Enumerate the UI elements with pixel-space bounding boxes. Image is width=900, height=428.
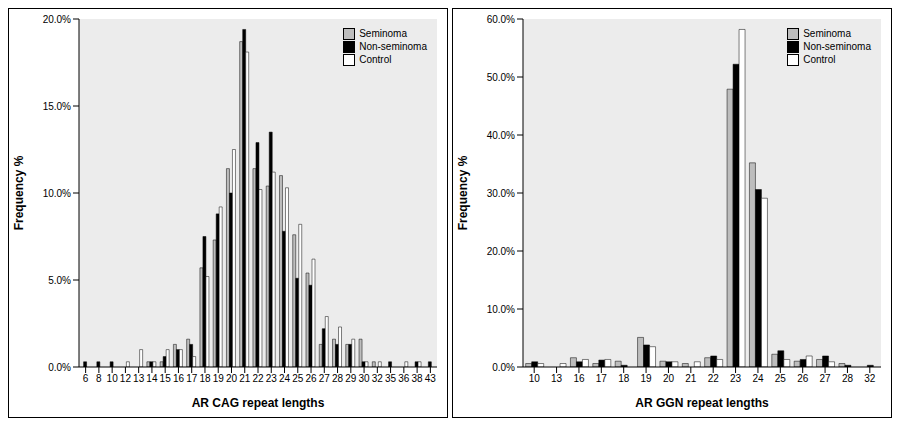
svg-text:10.0%: 10.0%	[43, 188, 71, 199]
svg-text:0.0%: 0.0%	[492, 362, 515, 373]
html-text:Seminoma: Seminoma	[803, 28, 851, 39]
svg-text:14: 14	[146, 373, 158, 384]
svg-text:22: 22	[252, 373, 264, 384]
svg-text:18: 18	[618, 373, 630, 384]
svg-text:16: 16	[573, 373, 585, 384]
svg-text:43: 43	[425, 373, 437, 384]
svg-text:24: 24	[279, 373, 291, 384]
svg-text:30: 30	[359, 373, 371, 384]
svg-text:19: 19	[213, 373, 225, 384]
svg-text:28: 28	[332, 373, 344, 384]
svg-text:21: 21	[239, 373, 251, 384]
svg-text:12: 12	[120, 373, 132, 384]
svg-text:Frequency %: Frequency %	[12, 155, 26, 230]
svg-text:10.0%: 10.0%	[487, 304, 515, 315]
svg-text:19: 19	[641, 373, 653, 384]
svg-text:13: 13	[133, 373, 145, 384]
html-text:Non-seminoma: Non-seminoma	[803, 41, 871, 52]
svg-text:10: 10	[529, 373, 541, 384]
svg-text:30.0%: 30.0%	[487, 188, 515, 199]
html-text:Control: Control	[803, 54, 836, 65]
svg-text:10: 10	[107, 373, 119, 384]
html-text:Seminoma: Seminoma	[359, 28, 407, 39]
svg-text:AR CAG repeat lengths: AR CAG repeat lengths	[192, 396, 325, 410]
svg-text:38: 38	[412, 373, 424, 384]
svg-text:6: 6	[83, 373, 89, 384]
svg-text:24: 24	[752, 373, 764, 384]
svg-text:27: 27	[820, 373, 832, 384]
svg-text:5.0%: 5.0%	[48, 275, 71, 286]
svg-text:13: 13	[551, 373, 563, 384]
svg-text:28: 28	[842, 373, 854, 384]
html-text:Non-seminoma: Non-seminoma	[359, 41, 427, 52]
html-text:Control: Control	[359, 54, 392, 65]
svg-text:16: 16	[173, 373, 185, 384]
svg-text:8: 8	[96, 373, 102, 384]
svg-text:17: 17	[186, 373, 198, 384]
svg-text:26: 26	[797, 373, 809, 384]
svg-text:20.0%: 20.0%	[487, 246, 515, 257]
svg-text:32: 32	[372, 373, 384, 384]
svg-text:Frequency %: Frequency %	[456, 155, 470, 230]
svg-text:60.0%: 60.0%	[487, 14, 515, 25]
svg-text:27: 27	[319, 373, 331, 384]
svg-text:22: 22	[708, 373, 720, 384]
svg-text:20: 20	[663, 373, 675, 384]
svg-text:25: 25	[775, 373, 787, 384]
svg-text:15: 15	[160, 373, 172, 384]
svg-text:0.0%: 0.0%	[48, 362, 71, 373]
svg-text:23: 23	[730, 373, 742, 384]
svg-text:AR GGN repeat lengths: AR GGN repeat lengths	[635, 396, 769, 410]
svg-text:15.0%: 15.0%	[43, 101, 71, 112]
svg-text:23: 23	[266, 373, 278, 384]
svg-text:50.0%: 50.0%	[487, 72, 515, 83]
svg-text:26: 26	[305, 373, 317, 384]
svg-text:40.0%: 40.0%	[487, 130, 515, 141]
svg-text:32: 32	[864, 373, 876, 384]
svg-text:35: 35	[385, 373, 397, 384]
svg-text:21: 21	[685, 373, 697, 384]
svg-text:25: 25	[292, 373, 304, 384]
svg-text:29: 29	[345, 373, 357, 384]
svg-text:20: 20	[226, 373, 238, 384]
svg-text:20.0%: 20.0%	[43, 14, 71, 25]
svg-text:18: 18	[199, 373, 211, 384]
svg-text:36: 36	[398, 373, 410, 384]
svg-text:17: 17	[596, 373, 608, 384]
